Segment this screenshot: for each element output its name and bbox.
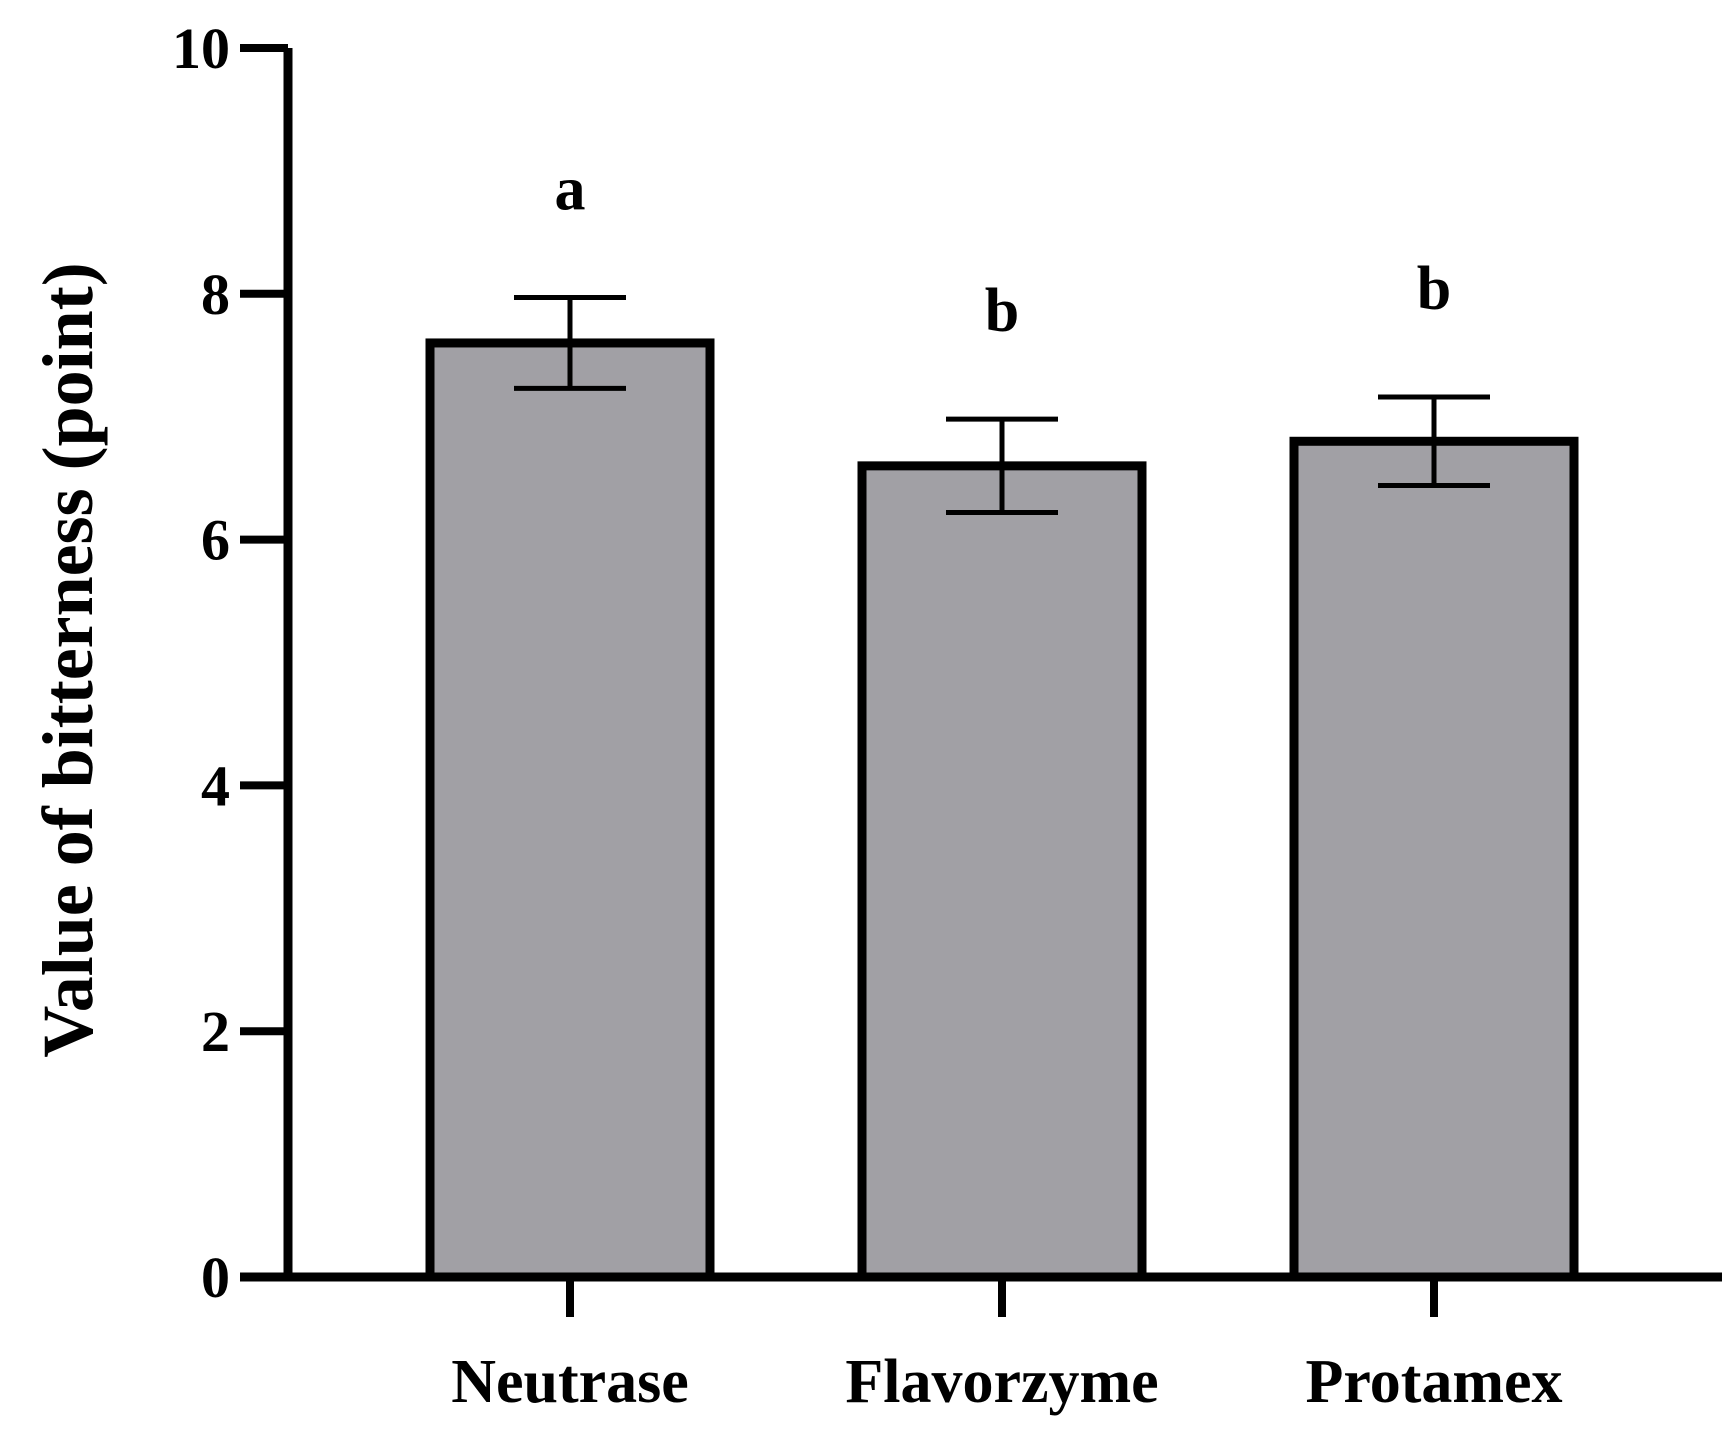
significance-letter-protamex: b — [1417, 255, 1451, 323]
y-tick-label-2: 2 — [201, 999, 230, 1064]
axes-layer — [240, 44, 1722, 1317]
bar-neutrase — [425, 338, 715, 1282]
bars-layer — [425, 294, 1579, 1282]
bar-flavorzyme — [857, 461, 1147, 1282]
y-tick-label-8: 8 — [201, 262, 230, 327]
y-tick-label-10: 10 — [172, 16, 230, 81]
y-tick-label-4: 4 — [201, 753, 230, 818]
x-tick-label-neutrase: Neutrase — [451, 1348, 689, 1416]
significance-letter-flavorzyme: b — [985, 277, 1019, 345]
y-axis-title: Value of bitterness (point) — [28, 262, 108, 1057]
x-tick-label-flavorzyme: Flavorzyme — [845, 1348, 1158, 1416]
y-tick-label-6: 6 — [201, 508, 230, 573]
labels-layer: a Neutrase b Flavorzyme b Protamex 0 2 4 6 8 10 — [172, 16, 1563, 1416]
bar-protamex — [1289, 436, 1579, 1282]
x-tick-label-protamex: Protamex — [1305, 1348, 1562, 1416]
y-tick-label-0: 0 — [201, 1245, 230, 1310]
significance-letter-neutrase: a — [555, 155, 586, 223]
